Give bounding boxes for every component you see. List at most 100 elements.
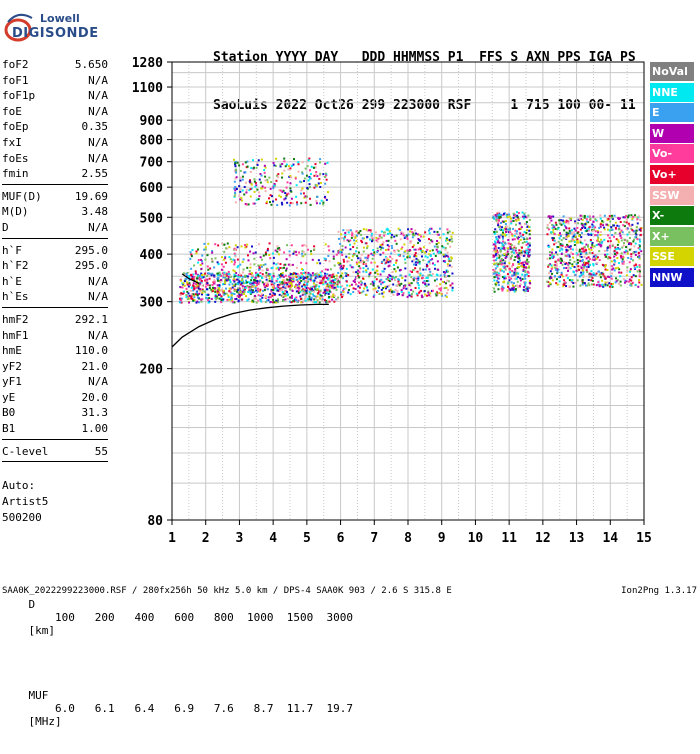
echo-point (317, 259, 320, 262)
echo-point (441, 280, 444, 283)
echo-point (570, 232, 573, 235)
echo-point (502, 287, 505, 290)
echo-point (450, 235, 453, 238)
echo-point (258, 195, 261, 198)
echo-point (220, 263, 223, 266)
echo-point (504, 257, 507, 260)
echo-point (382, 287, 385, 290)
echo-point (414, 252, 417, 255)
echo-point (502, 213, 505, 216)
echo-point (347, 240, 350, 243)
echo-point (511, 234, 514, 237)
echo-point (275, 198, 278, 201)
echo-point (637, 251, 640, 254)
echo-point (259, 264, 262, 267)
echo-point (388, 273, 391, 276)
echo-point (239, 169, 242, 172)
echo-point (207, 293, 210, 296)
echo-point (565, 266, 568, 269)
echo-point (379, 253, 382, 256)
echo-point (563, 283, 566, 286)
echo-point (585, 261, 588, 264)
echo-point (622, 216, 625, 219)
echo-point (332, 275, 335, 278)
legend-item-ssw: SSW (650, 185, 694, 205)
echo-point (411, 236, 414, 239)
echo-point (424, 282, 427, 285)
echo-point (263, 171, 266, 174)
echo-point (236, 282, 239, 285)
echo-point (390, 233, 393, 236)
echo-point (321, 296, 324, 299)
echo-point (425, 263, 428, 266)
echo-point (372, 254, 375, 257)
echo-point (639, 227, 642, 230)
echo-point (520, 265, 523, 268)
echo-point (413, 248, 416, 251)
echo-point (501, 275, 504, 278)
echo-point (610, 229, 613, 232)
echo-point (354, 283, 357, 286)
param-value: N/A (88, 220, 108, 234)
echo-point (316, 281, 319, 284)
echo-point (351, 255, 354, 258)
echo-point (326, 291, 329, 294)
param-name: B0 (2, 406, 16, 420)
echo-point (204, 246, 207, 249)
echo-point (272, 200, 275, 203)
echo-point (500, 287, 503, 290)
echo-point (293, 250, 296, 253)
echo-point (190, 253, 193, 256)
echo-point (382, 291, 385, 294)
echo-point (596, 256, 599, 259)
echo-point (585, 218, 588, 221)
echo-point (567, 269, 570, 272)
echo-point (504, 229, 507, 232)
echo-point (429, 259, 432, 262)
echo-point (390, 236, 393, 239)
echo-point (636, 265, 639, 268)
echo-point (578, 248, 581, 251)
echo-point (522, 236, 525, 239)
echo-point (523, 282, 526, 285)
echo-point (365, 265, 368, 268)
echo-point (322, 203, 325, 206)
echo-point (326, 191, 329, 194)
echo-point (331, 287, 334, 290)
echo-point (231, 300, 234, 303)
echo-point (301, 301, 304, 304)
echo-point (328, 295, 331, 298)
echo-point (304, 284, 307, 287)
echo-point (501, 233, 504, 236)
echo-point (190, 293, 193, 296)
param-foes: foEs N/A (2, 151, 108, 167)
echo-point (554, 266, 557, 269)
echo-point (319, 297, 322, 300)
echo-point (550, 264, 553, 267)
echo-point (217, 263, 220, 266)
echo-point (341, 267, 344, 270)
echo-point (343, 236, 346, 239)
echo-point (514, 268, 517, 271)
echo-point (238, 273, 241, 276)
echo-point (496, 279, 499, 282)
echo-point (611, 214, 614, 217)
echo-point (315, 202, 318, 205)
echo-point (604, 268, 607, 271)
echo-point (527, 248, 530, 251)
echo-point (339, 262, 342, 265)
echo-point (636, 270, 639, 273)
echo-point (411, 260, 414, 263)
echo-point (451, 231, 454, 234)
echo-point (528, 249, 531, 252)
echo-point (510, 222, 513, 225)
echo-point (441, 294, 444, 297)
echo-point (445, 275, 448, 278)
echo-point (194, 270, 197, 273)
echo-point (387, 278, 390, 281)
echo-point (256, 162, 259, 165)
echo-point (256, 300, 259, 303)
param-value: N/A (88, 274, 108, 288)
echo-point (366, 247, 369, 250)
echo-point (306, 283, 309, 286)
